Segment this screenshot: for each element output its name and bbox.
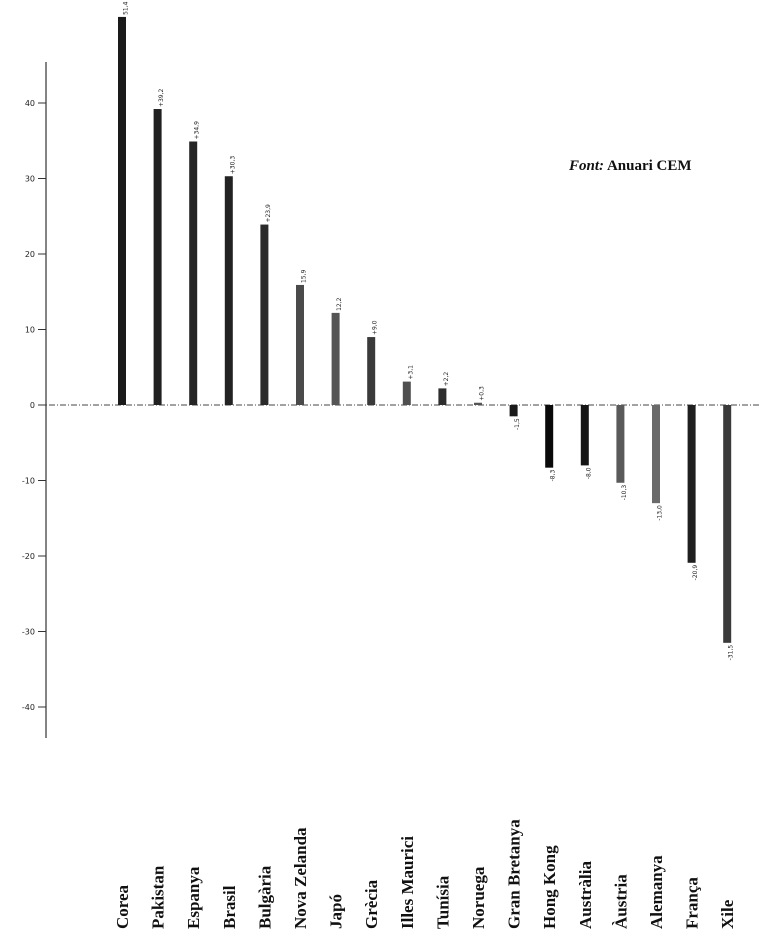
bar-franca (687, 405, 696, 563)
category-label-xile: Xile (718, 899, 737, 929)
bar-alemanya (652, 405, 660, 504)
category-label-espanya: Espanya (184, 866, 203, 929)
value-label-australia: -8,0 (585, 467, 592, 479)
y-tick-label: -20 (22, 552, 35, 561)
category-label-franca: França (683, 877, 702, 929)
value-label-hong-kong: -8,3 (550, 469, 557, 481)
y-tick-label: -10 (22, 477, 35, 486)
category-label-alemanya: Alemanya (647, 855, 666, 929)
value-labels: 51,4 +39,2 +34,9 +30,3 +23,9 15,9 12,2 +9,0 +3,1… (123, 1, 735, 660)
category-label-illes-maurici: Illes Maurici (398, 836, 417, 929)
value-label-gran-bretanya: -1,5 (514, 418, 521, 430)
value-label-bulgaria: +23,9 (265, 204, 272, 223)
value-label-austria: -10,3 (621, 485, 628, 501)
bar-japo (331, 312, 340, 405)
category-label-brasil: Brasil (220, 885, 239, 929)
bar-gran-bretanya (509, 405, 518, 417)
value-label-franca: -20,9 (692, 565, 699, 581)
value-label-illes-maurici: +3,1 (407, 365, 414, 380)
bar-grecia (367, 337, 376, 405)
category-label-nova-zelanda: Nova Zelanda (291, 827, 310, 929)
value-label-alemanya: -13,0 (657, 505, 664, 521)
category-label-australia: Austràlia (576, 861, 595, 930)
bar-bulgaria (260, 224, 269, 405)
category-label-pakistan: Pakistan (149, 865, 168, 929)
bar-illes-maurici (402, 381, 411, 405)
value-label-nova-zelanda: 15,9 (301, 269, 308, 283)
bar-hong-kong (545, 405, 554, 468)
y-ticks: 40 30 20 10 0 -10 -20 -30 -40 (22, 99, 46, 712)
category-label-hong-kong: Hong Kong (540, 845, 559, 929)
y-tick-label: -30 (22, 628, 35, 637)
value-label-grecia: +9,0 (372, 320, 379, 335)
category-label-corea: Corea (113, 884, 132, 929)
y-tick-label: 40 (25, 99, 35, 108)
value-label-japo: 12,2 (336, 297, 343, 311)
y-tick-label: 20 (25, 250, 35, 259)
value-label-tunisia: +2,2 (443, 372, 450, 387)
category-label-grecia: Grècia (362, 879, 381, 929)
bar-corea (118, 16, 126, 406)
bar-noruega (474, 402, 482, 405)
bar-espanya (189, 141, 198, 405)
category-label-tunisia: Tunísia (433, 875, 452, 929)
value-label-pakistan: +39,2 (158, 88, 165, 107)
category-label-noruega: Noruega (469, 866, 488, 929)
source-note: Font: Anuari CEM (569, 158, 692, 175)
bar-australia (580, 405, 589, 466)
category-label-japo: Japó (327, 894, 346, 929)
value-label-noruega: +0,3 (479, 386, 486, 401)
bars (118, 16, 732, 643)
y-tick-label: 30 (25, 175, 35, 184)
source-prefix: Font: (569, 158, 605, 174)
value-label-corea: 51,4 (123, 1, 130, 15)
category-label-gran-bretanya: Gran Bretanya (505, 819, 524, 929)
bar-nova-zelanda (296, 284, 304, 405)
value-label-xile: -31,5 (728, 645, 735, 661)
y-tick-label: -40 (22, 703, 35, 712)
bar-xile (723, 405, 732, 643)
bar-pakistan (153, 109, 162, 405)
source-text: Anuari CEM (606, 158, 692, 174)
value-label-espanya: +34,9 (194, 121, 201, 140)
category-labels: Corea Pakistan Espanya Brasil Bulgària Nova Z… (113, 819, 737, 929)
bar-brasil (224, 176, 233, 405)
category-label-bulgaria: Bulgària (255, 865, 274, 929)
y-tick-label: 0 (30, 401, 35, 410)
category-label-austria: Àustria (611, 874, 630, 929)
bar-tunisia (438, 388, 447, 405)
value-label-brasil: +30,3 (229, 156, 236, 175)
y-tick-label: 10 (25, 326, 35, 335)
bar-austria (616, 405, 625, 483)
